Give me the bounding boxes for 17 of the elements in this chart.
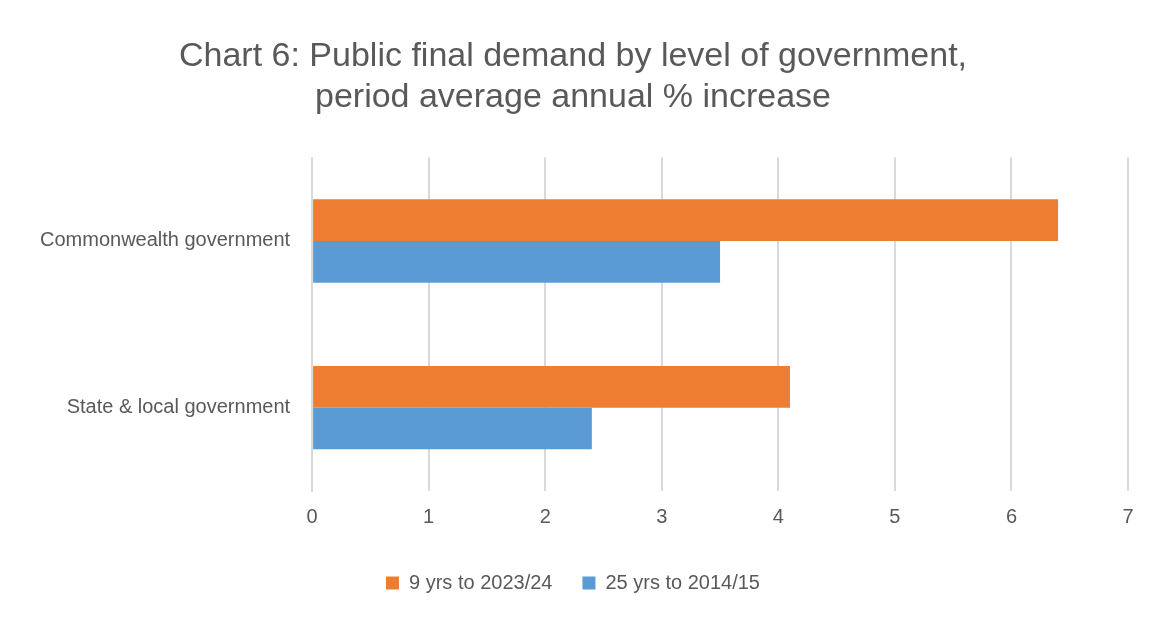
bar [313, 365, 790, 408]
x-tick-label: 6 [1005, 504, 1018, 527]
legend-label: 25 yrs to 2014/15 [605, 570, 760, 593]
y-tick-label: Commonwealth government [39, 228, 291, 251]
x-tick-label: 4 [772, 504, 784, 527]
bar [313, 240, 721, 283]
chart-title: Chart 6: Public final demand by level of government, period average annual % increase [178, 34, 968, 114]
legend-label: 9 yrs to 2023/24 [409, 570, 553, 593]
x-tick-label: 0 [306, 504, 318, 527]
x-tick-label: 1 [423, 504, 435, 527]
bar [313, 407, 592, 450]
x-tick-label: 5 [889, 504, 901, 527]
x-tick-label: 2 [539, 504, 551, 527]
x-tick-label: 3 [656, 504, 668, 527]
x-tick-label: 7 [1122, 504, 1134, 527]
bar [313, 199, 1059, 241]
y-tick-label: State & local government [66, 395, 291, 418]
